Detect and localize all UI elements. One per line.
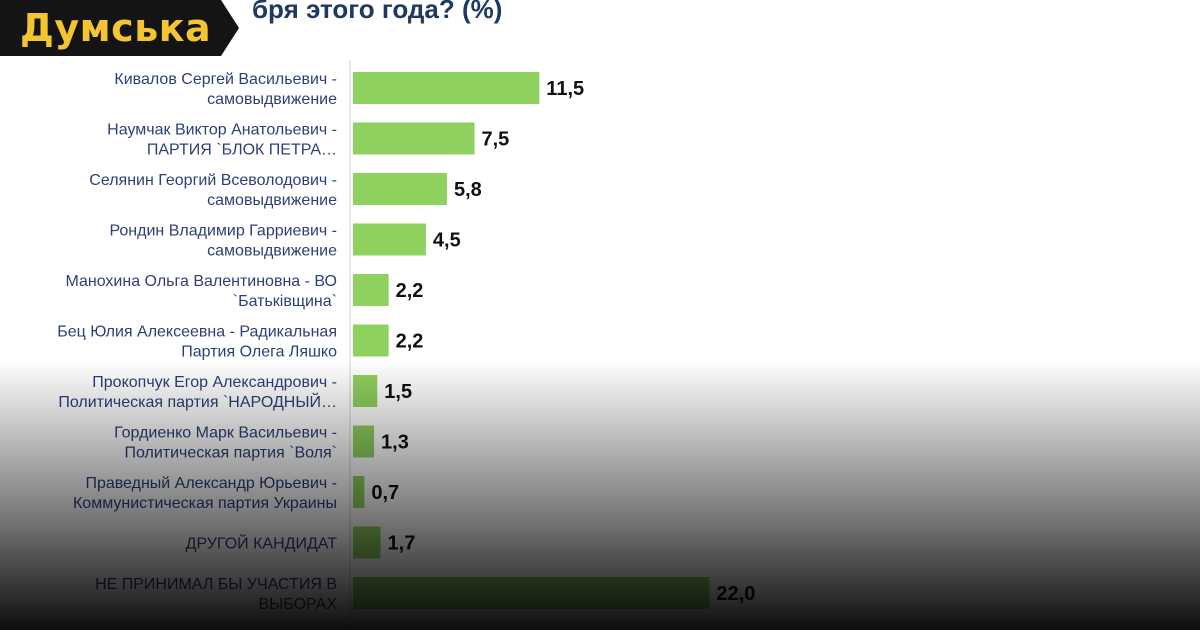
category-label-3: Селянин Георгий Всеволодович - самовыдвиж… — [89, 172, 337, 209]
bar-4 — [353, 223, 426, 256]
category-label-4: Рондин Владимир Гарриевич - самовыдвижени… — [109, 223, 337, 260]
category-label-9: Праведный Александр Юрьевич - Коммунистич… — [73, 475, 337, 512]
category-label-line: самовыдвижение — [207, 243, 337, 260]
category-label-line: НЕ ПРИНИМАЛ БЫ УЧАСТИЯ В — [95, 576, 337, 593]
category-label-line: `Батьківщина` — [233, 293, 337, 310]
category-label-line: Кивалов Сергей Васильевич - — [114, 71, 337, 88]
value-label-5: 2,2 — [396, 280, 424, 302]
value-label-9: 0,7 — [371, 482, 399, 504]
category-label-11: НЕ ПРИНИМАЛ БЫ УЧАСТИЯ В ВЫБОРАХ — [95, 576, 337, 613]
category-label-7: Прокопчук Егор Александрович -Политическ… — [58, 374, 337, 411]
category-label-line: Рондин Владимир Гарриевич - — [109, 223, 337, 240]
category-label-5: Манохина Ольга Валентиновна - ВО `Батьків… — [65, 273, 337, 310]
category-label-6: Бец Юлия Алексеевна - Радикальная Партия … — [57, 324, 337, 361]
category-label-line: самовыдвижение — [207, 192, 337, 209]
value-label-4: 4,5 — [433, 230, 461, 252]
category-label-line: самовыдвижение — [207, 91, 337, 108]
value-label-3: 5,8 — [454, 179, 482, 201]
bar-3 — [353, 173, 447, 205]
category-label-line: Партия Олега Ляшко — [181, 344, 337, 361]
bar-1 — [353, 72, 540, 104]
category-label-line: ДРУГОЙ КАНДИДАТ — [186, 534, 338, 553]
bar-7 — [353, 375, 378, 407]
category-label-line: ВЫБОРАХ — [258, 596, 337, 613]
logo-text: Думська — [0, 0, 222, 56]
category-label-line: Прокопчук Егор Александрович - — [92, 374, 337, 391]
category-label-line: Политическая партия `Воля` — [124, 445, 337, 462]
chart-title: бря этого года? (%) — [252, 0, 503, 24]
category-label-2: Наумчак Виктор Анатольевич - ПАРТИЯ `БЛОК… — [107, 122, 337, 159]
bar-6 — [353, 324, 389, 357]
bar-5 — [353, 274, 389, 306]
category-label-line: Манохина Ольга Валентиновна - ВО — [65, 273, 337, 290]
category-label-8: Гордиенко Марк Васильевич - Политическая … — [114, 425, 337, 462]
category-label-line: Бец Юлия Алексеевна - Радикальная — [57, 324, 337, 341]
category-label-line: ПАРТИЯ `БЛОК ПЕТРА… — [147, 142, 337, 159]
value-label-1: 11,5 — [546, 78, 584, 100]
category-label-line: Политическая партия `НАРОДНЫЙ… — [58, 392, 337, 411]
bar-2 — [353, 122, 475, 155]
category-label-line: Наумчак Виктор Анатольевич - — [107, 122, 337, 139]
value-label-8: 1,3 — [381, 432, 409, 454]
bar-10 — [353, 526, 381, 559]
site-logo: Думська — [0, 0, 240, 56]
category-label-1: Кивалов Сергей Васильевич - самовыдвижени… — [114, 71, 337, 108]
bar-9 — [353, 476, 365, 508]
category-label-line: Праведный Александр Юрьевич - — [85, 475, 337, 492]
value-label-6: 2,2 — [396, 331, 424, 353]
bar-11 — [353, 577, 710, 609]
value-label-2: 7,5 — [482, 129, 510, 151]
value-label-11: 22,0 — [716, 583, 755, 605]
bar-8 — [353, 425, 375, 458]
category-label-line: Коммунистическая партия Украины — [73, 495, 337, 512]
category-label-line: Гордиенко Марк Васильевич - — [114, 425, 337, 442]
value-label-10: 1,7 — [388, 533, 416, 555]
category-label-10: ДРУГОЙ КАНДИДАТ — [186, 534, 338, 553]
category-label-line: Селянин Георгий Всеволодович - — [89, 172, 337, 189]
value-label-7: 1,5 — [384, 381, 412, 403]
logo-arrow-icon — [221, 0, 240, 56]
